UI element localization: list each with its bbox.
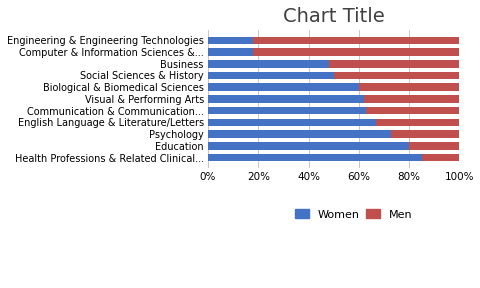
Bar	[207, 37, 252, 44]
Bar	[207, 130, 391, 138]
Bar	[421, 154, 458, 161]
Bar	[358, 84, 458, 91]
Bar	[207, 142, 408, 149]
Bar	[207, 48, 252, 56]
Bar	[333, 72, 458, 79]
Bar	[207, 154, 421, 161]
Bar	[408, 142, 458, 149]
Bar	[207, 95, 363, 103]
Bar	[207, 60, 328, 68]
Bar	[252, 37, 458, 44]
Bar	[207, 107, 366, 114]
Bar	[207, 84, 358, 91]
Bar	[375, 119, 458, 126]
Bar	[252, 48, 458, 56]
Title: Chart Title: Chart Title	[282, 7, 384, 26]
Legend: Women, Men: Women, Men	[295, 209, 411, 220]
Bar	[366, 107, 458, 114]
Bar	[207, 119, 375, 126]
Bar	[328, 60, 458, 68]
Bar	[391, 130, 458, 138]
Bar	[363, 95, 458, 103]
Bar	[207, 72, 333, 79]
